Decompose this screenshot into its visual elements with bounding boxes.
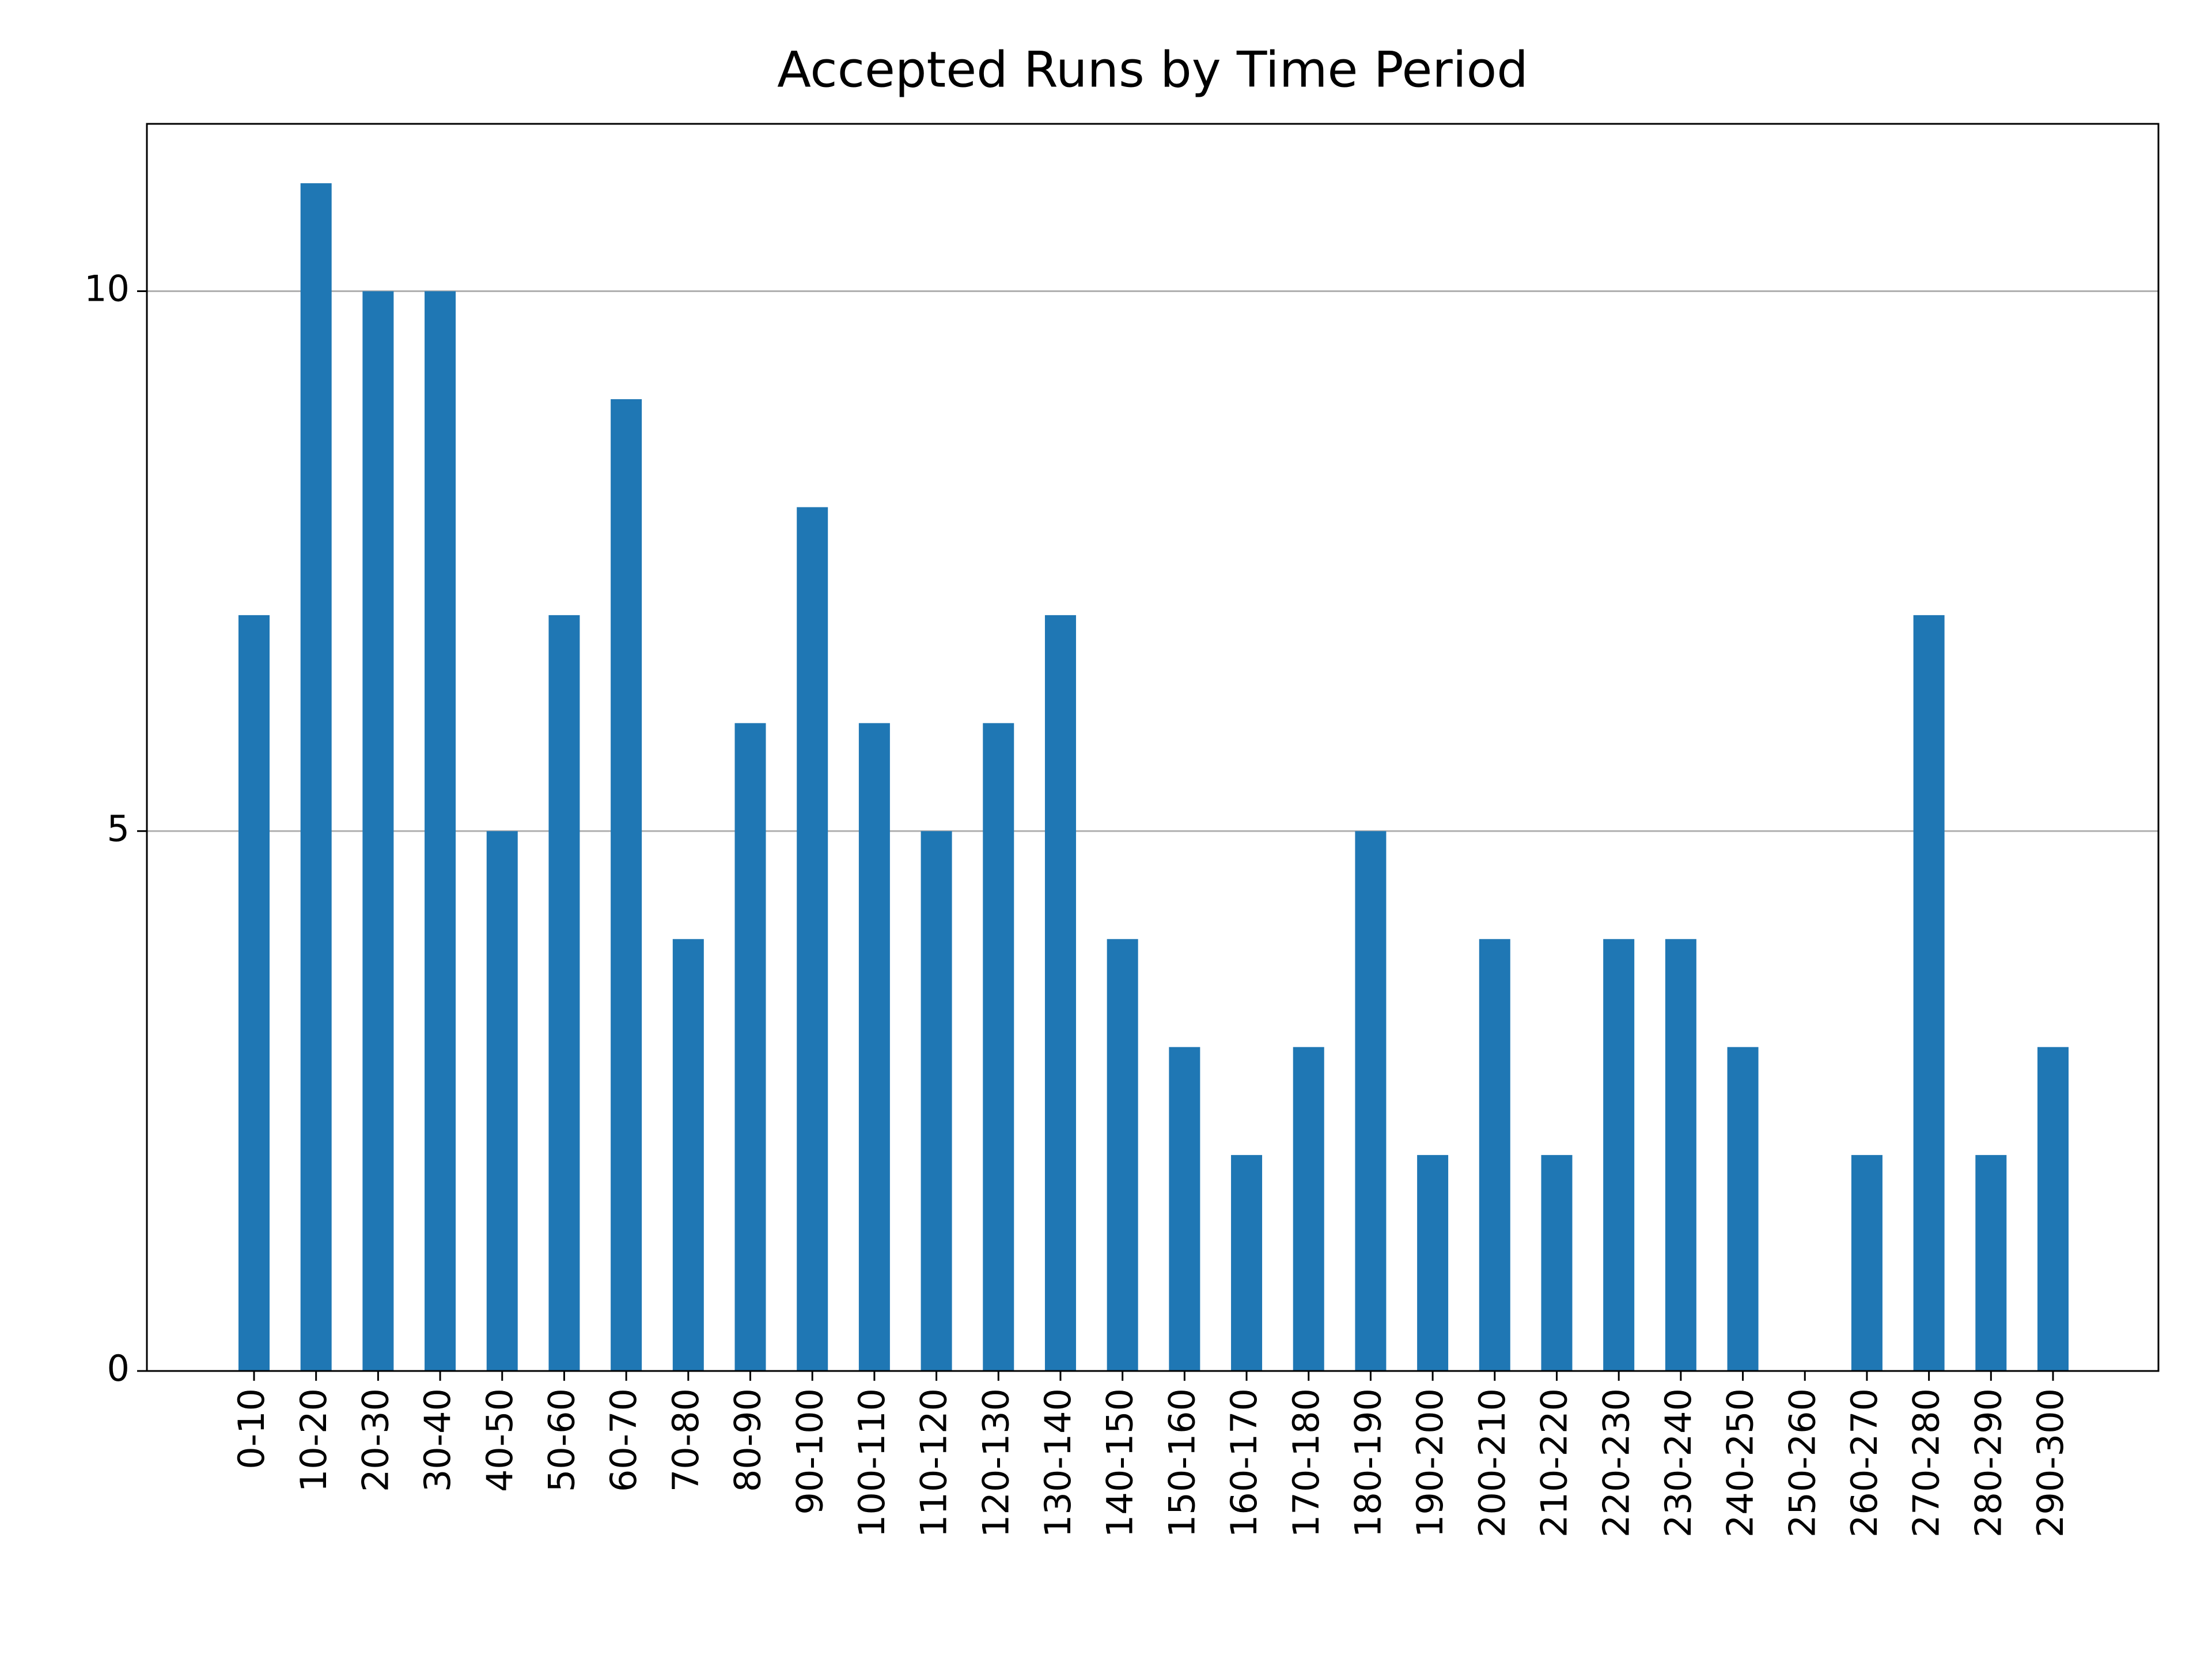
x-tick-label: 130-140 bbox=[1037, 1388, 1079, 1537]
bar bbox=[1355, 831, 1387, 1371]
x-tick-label: 100-110 bbox=[851, 1388, 893, 1537]
x-tick-label: 150-160 bbox=[1161, 1388, 1203, 1537]
x-tick-label: 230-240 bbox=[1657, 1388, 1699, 1537]
y-tick-label: 0 bbox=[107, 1347, 130, 1389]
bar bbox=[734, 723, 766, 1371]
bar bbox=[1851, 1155, 1883, 1371]
bar bbox=[1417, 1155, 1449, 1371]
x-tick-label: 180-190 bbox=[1347, 1388, 1389, 1537]
bar bbox=[486, 831, 518, 1371]
x-tick-label: 30-40 bbox=[416, 1388, 459, 1492]
x-tick-label: 210-220 bbox=[1533, 1388, 1575, 1537]
x-tick-label: 260-270 bbox=[1843, 1388, 1885, 1537]
x-tick-label: 60-70 bbox=[603, 1388, 645, 1492]
x-tick-label: 110-120 bbox=[913, 1388, 955, 1537]
bar bbox=[1044, 615, 1076, 1371]
x-tick-label: 190-200 bbox=[1409, 1388, 1451, 1537]
plot-frame bbox=[146, 123, 2160, 1372]
x-tick-label: 120-130 bbox=[975, 1388, 1017, 1537]
chart-title: Accepted Runs by Time Period bbox=[777, 41, 1528, 99]
bar bbox=[672, 939, 704, 1371]
x-tick-label: 0-10 bbox=[230, 1388, 272, 1469]
bar bbox=[548, 615, 580, 1371]
x-tick-label: 200-210 bbox=[1471, 1388, 1513, 1537]
x-tick-label: 20-30 bbox=[354, 1388, 396, 1492]
bar bbox=[921, 831, 952, 1371]
x-tick-label: 290-300 bbox=[2029, 1388, 2071, 1537]
bar bbox=[611, 399, 642, 1371]
bar bbox=[1975, 1155, 2007, 1371]
x-tick-label: 280-290 bbox=[1967, 1388, 2009, 1537]
x-tick-label: 170-180 bbox=[1285, 1388, 1327, 1537]
x-tick-label: 90-100 bbox=[789, 1388, 831, 1515]
x-tick-label: 50-60 bbox=[541, 1388, 583, 1492]
y-tick-label: 10 bbox=[84, 268, 130, 310]
bar bbox=[1293, 1047, 1324, 1371]
bar bbox=[1231, 1155, 1263, 1371]
x-tick-label: 140-150 bbox=[1099, 1388, 1141, 1537]
bar bbox=[1727, 1047, 1759, 1371]
bar bbox=[2037, 1047, 2069, 1371]
x-tick-label: 40-50 bbox=[479, 1388, 521, 1492]
x-tick-label: 80-90 bbox=[727, 1388, 769, 1492]
bar bbox=[1479, 939, 1510, 1371]
bar bbox=[983, 723, 1014, 1371]
bar bbox=[1107, 939, 1138, 1371]
bar bbox=[1169, 1047, 1200, 1371]
bar bbox=[300, 183, 332, 1372]
bar bbox=[362, 291, 394, 1371]
bar bbox=[797, 507, 828, 1372]
x-tick-label: 240-250 bbox=[1719, 1388, 1762, 1537]
x-tick-label: 270-280 bbox=[1906, 1388, 1948, 1537]
y-tick-label: 5 bbox=[107, 808, 130, 850]
bar bbox=[425, 291, 456, 1371]
bar bbox=[858, 723, 890, 1371]
bar bbox=[1913, 615, 1945, 1371]
x-tick-label: 70-80 bbox=[665, 1388, 707, 1492]
x-tick-label: 220-230 bbox=[1595, 1388, 1637, 1537]
bar bbox=[1665, 939, 1696, 1371]
bar bbox=[1541, 1155, 1573, 1371]
bar bbox=[238, 615, 270, 1371]
x-tick-label: 160-170 bbox=[1223, 1388, 1265, 1537]
x-tick-label: 250-260 bbox=[1781, 1388, 1823, 1537]
bar bbox=[1603, 939, 1635, 1371]
x-tick-label: 10-20 bbox=[293, 1388, 335, 1492]
